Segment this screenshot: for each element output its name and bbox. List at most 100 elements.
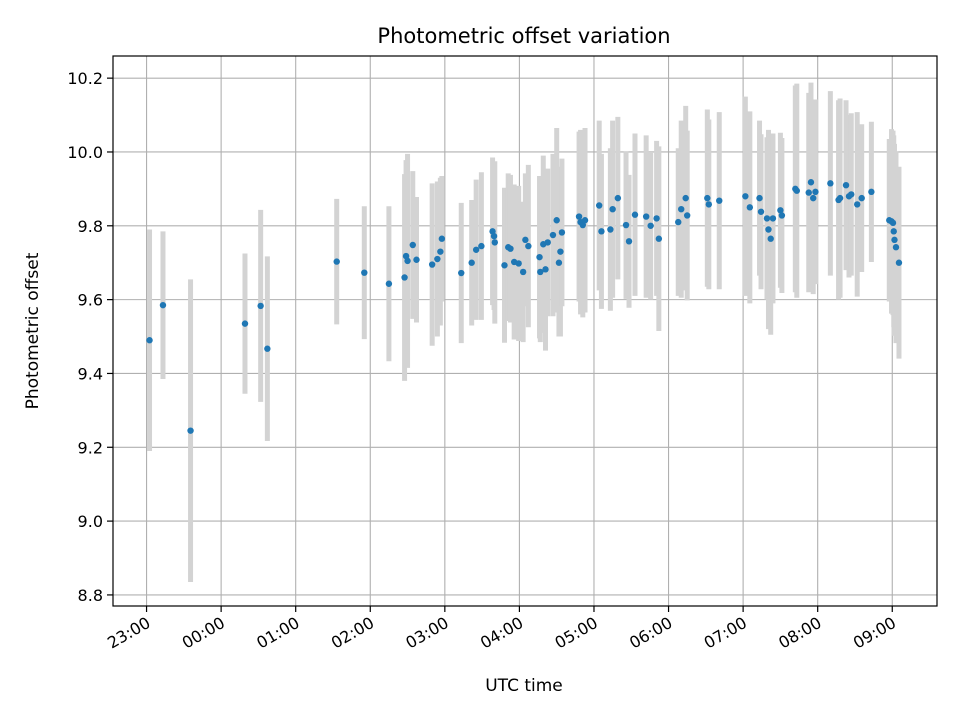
data-point bbox=[767, 235, 774, 242]
y-axis-ticks: 8.8 9.0 9.2 9.4 9.6 9.8 10.0 10.2 bbox=[67, 69, 113, 605]
data-point bbox=[489, 228, 496, 235]
data-point bbox=[401, 274, 408, 281]
data-point bbox=[607, 226, 614, 233]
data-point bbox=[778, 212, 786, 219]
data-point bbox=[542, 266, 549, 273]
y-tick-label: 9.2 bbox=[78, 438, 103, 457]
data-point bbox=[609, 205, 616, 213]
x-tick-label: 03:00 bbox=[402, 613, 451, 653]
data-point bbox=[705, 201, 713, 208]
data-point bbox=[704, 194, 711, 202]
data-point bbox=[187, 427, 194, 434]
x-axis-ticks: 23:00 00:00 01:00 02:00 03:00 04:00 05:00 06:00… bbox=[104, 606, 899, 653]
data-point bbox=[333, 258, 340, 265]
y-tick-label: 8.8 bbox=[78, 586, 103, 605]
y-tick-label: 9.8 bbox=[78, 217, 103, 236]
data-point bbox=[264, 345, 271, 352]
data-point bbox=[536, 253, 543, 261]
data-point bbox=[895, 259, 903, 266]
data-point bbox=[555, 259, 563, 266]
data-point bbox=[598, 228, 605, 235]
data-point bbox=[437, 248, 444, 255]
data-point bbox=[428, 261, 436, 268]
data-point bbox=[827, 180, 834, 187]
data-point bbox=[458, 269, 465, 277]
data-point bbox=[575, 213, 583, 220]
data-point bbox=[413, 256, 420, 263]
data-point bbox=[434, 255, 441, 263]
data-point bbox=[631, 211, 639, 218]
data-point bbox=[805, 189, 812, 196]
data-point bbox=[438, 235, 446, 242]
x-tick-label: 23:00 bbox=[104, 613, 153, 653]
data-point bbox=[522, 236, 529, 244]
data-point bbox=[716, 197, 723, 204]
data-point bbox=[402, 252, 410, 260]
y-tick-label: 10.2 bbox=[67, 69, 103, 88]
data-point bbox=[579, 221, 586, 229]
x-axis-label: UTC time bbox=[485, 676, 563, 696]
y-tick-label: 9.4 bbox=[78, 364, 103, 383]
data-point bbox=[553, 217, 560, 224]
data-point bbox=[472, 246, 480, 253]
data-point bbox=[810, 194, 817, 202]
x-tick-label: 04:00 bbox=[477, 613, 526, 653]
x-tick-label: 02:00 bbox=[328, 613, 377, 653]
data-point bbox=[515, 260, 522, 267]
data-point bbox=[490, 232, 498, 240]
data-point bbox=[868, 188, 875, 196]
data-point bbox=[519, 268, 527, 276]
data-point bbox=[892, 244, 900, 251]
x-tick-label: 09:00 bbox=[850, 613, 899, 653]
data-point bbox=[756, 194, 763, 202]
data-point bbox=[890, 228, 897, 235]
data-point bbox=[653, 215, 660, 222]
data-point bbox=[891, 236, 898, 244]
data-point bbox=[858, 194, 865, 202]
data-point bbox=[777, 207, 784, 214]
data-point bbox=[793, 187, 801, 194]
data-point bbox=[757, 208, 765, 215]
data-point bbox=[683, 212, 691, 219]
data-point bbox=[478, 242, 485, 250]
data-point bbox=[525, 242, 532, 250]
x-tick-label: 00:00 bbox=[179, 613, 228, 653]
data-point bbox=[625, 238, 633, 245]
data-point bbox=[848, 191, 855, 198]
data-point bbox=[675, 218, 682, 226]
x-tick-label: 06:00 bbox=[626, 613, 675, 653]
data-points bbox=[146, 179, 903, 434]
data-point bbox=[842, 181, 850, 189]
data-point bbox=[854, 201, 861, 208]
data-point bbox=[501, 262, 508, 269]
data-point bbox=[544, 239, 551, 246]
y-axis-label: Photometric offset bbox=[23, 252, 43, 409]
y-tick-label: 9.0 bbox=[78, 512, 103, 531]
data-point bbox=[812, 188, 819, 196]
data-point bbox=[581, 217, 589, 224]
data-point bbox=[769, 215, 777, 222]
data-point bbox=[385, 280, 393, 287]
data-point bbox=[678, 205, 685, 213]
data-point bbox=[468, 259, 475, 266]
data-point bbox=[159, 301, 167, 309]
data-point bbox=[614, 194, 622, 202]
data-point bbox=[682, 194, 689, 202]
data-point bbox=[491, 239, 498, 246]
error-bars bbox=[147, 82, 902, 583]
data-point bbox=[595, 202, 603, 209]
plot-frame bbox=[112, 55, 938, 607]
data-point bbox=[257, 302, 264, 310]
data-point bbox=[765, 226, 772, 233]
data-point bbox=[404, 257, 411, 265]
data-point bbox=[558, 229, 566, 236]
data-point bbox=[647, 222, 654, 229]
data-point bbox=[655, 235, 663, 242]
data-point bbox=[361, 269, 368, 276]
data-point bbox=[409, 241, 416, 249]
data-point bbox=[763, 215, 771, 222]
x-tick-label: 07:00 bbox=[701, 613, 750, 653]
data-point bbox=[836, 194, 844, 202]
y-tick-label: 10.0 bbox=[67, 143, 103, 162]
